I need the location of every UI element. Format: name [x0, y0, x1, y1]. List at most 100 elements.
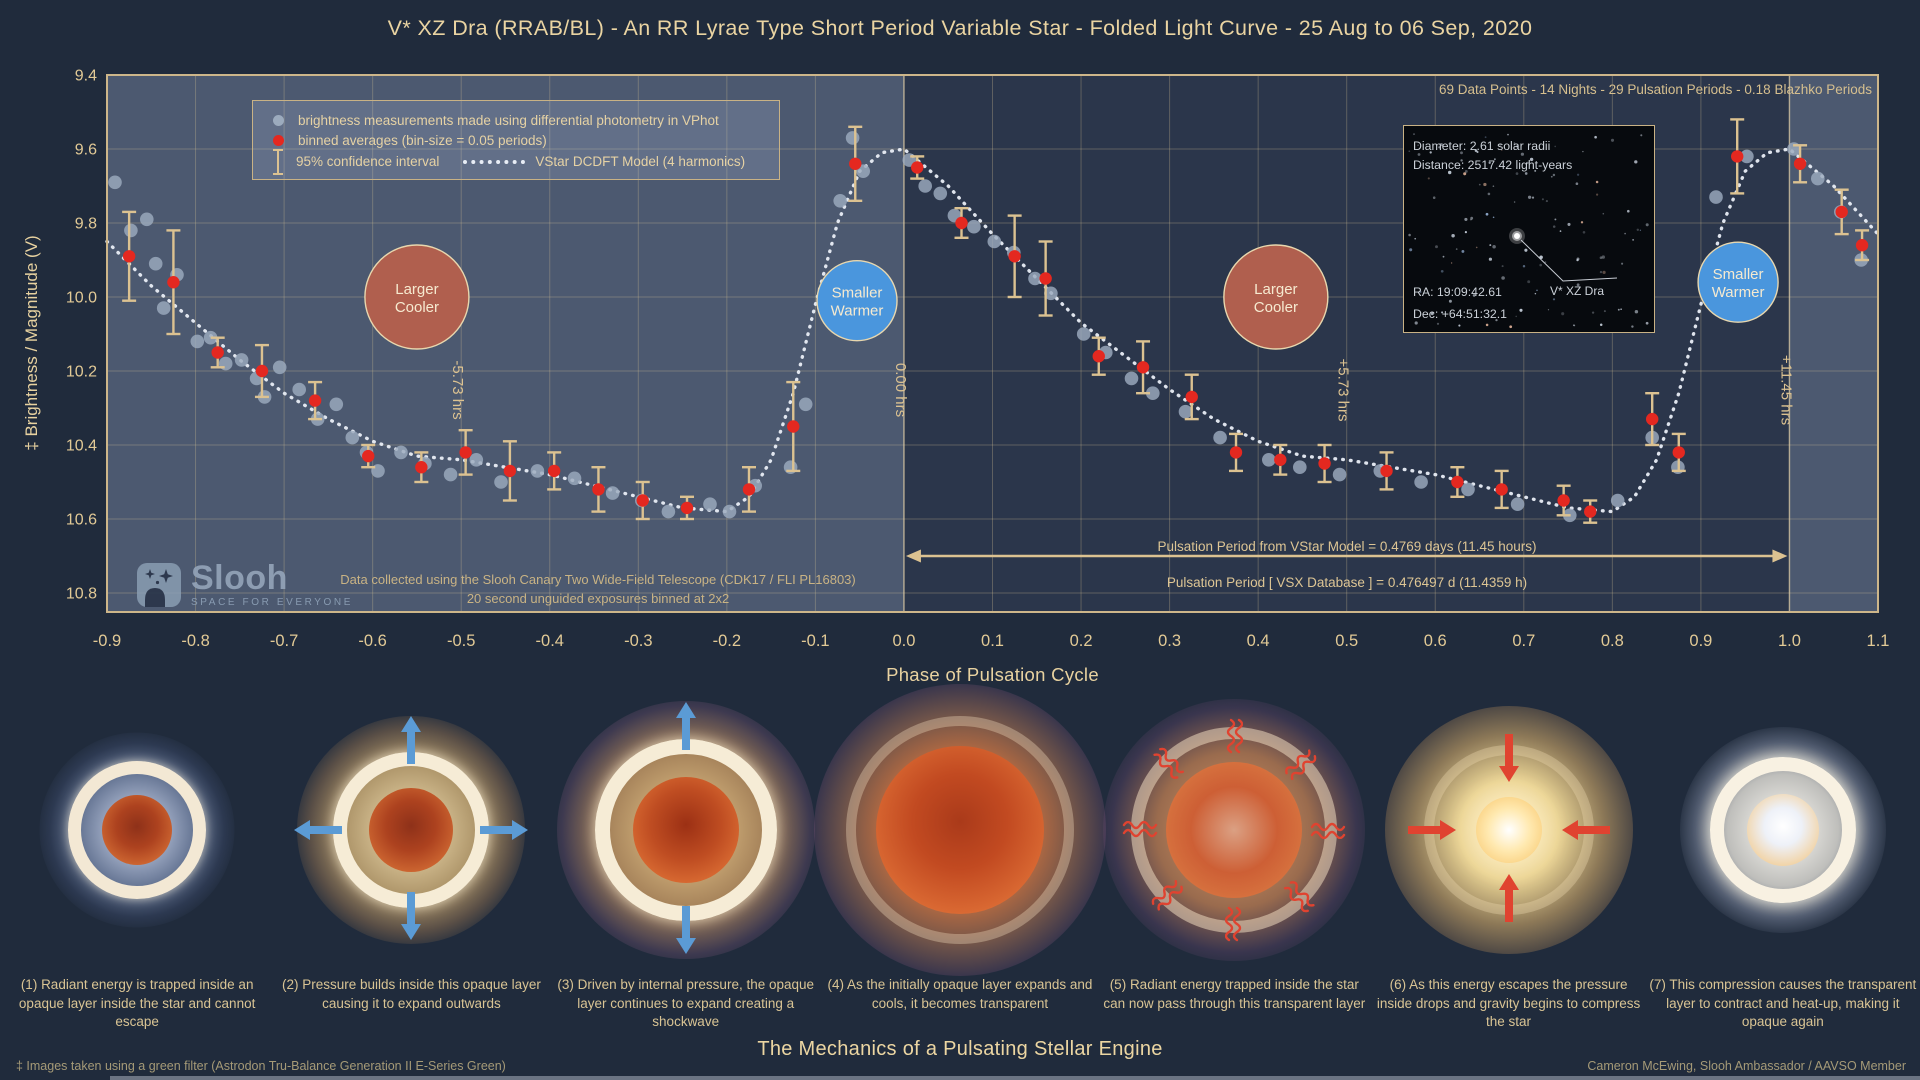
hour-offset-label: -5.73 hrs [449, 360, 466, 419]
hour-offset-label: +5.73 hrs [1335, 359, 1352, 422]
y-tick-label: 10.2 [66, 364, 97, 381]
slooh-wordmark: Slooh SPACE FOR EVERYONE [191, 561, 353, 608]
scatter-point [1461, 482, 1475, 497]
star-speck [1429, 151, 1432, 154]
star-speck [1442, 255, 1445, 258]
pulsation-stage-1: (1) Radiant energy is trapped inside an … [0, 708, 274, 1038]
x-tick-label: 1.1 [1867, 632, 1890, 650]
star-speck [1474, 149, 1478, 152]
star-speck [1617, 308, 1620, 311]
binned-point [167, 276, 180, 289]
x-tick-label: 0.3 [1158, 632, 1181, 650]
star-speck [1489, 244, 1492, 247]
binned-point [1672, 446, 1685, 459]
radiant-energy-squiggle-icon [1225, 906, 1242, 942]
star-speck [1539, 263, 1542, 267]
state-circle-label: Smaller [1713, 266, 1764, 283]
scatter-point [703, 497, 717, 512]
radiant-energy-squiggle-icon [1227, 718, 1244, 754]
star-speck [1513, 201, 1516, 203]
x-tick-label: 0.7 [1512, 632, 1535, 650]
star-illustration-1 [0, 708, 274, 976]
slooh-logo: Slooh SPACE FOR EVERYONE [136, 561, 353, 608]
binned-point [1451, 475, 1464, 489]
star-speck [1552, 173, 1556, 177]
scatter-point [1811, 171, 1825, 186]
pulsation-stage-7: (7) This compression causes the transpar… [1646, 708, 1920, 1038]
telescope-note-line1: Data collected using the Slooh Canary Tw… [340, 572, 856, 587]
phase-highlight-band [107, 75, 904, 612]
pulsation-stage-6: (6) As this energy escapes the pressure … [1371, 706, 1645, 1038]
x-tick-label: 0.9 [1689, 632, 1712, 650]
binned-point [680, 501, 694, 515]
star-speck [1464, 231, 1467, 234]
outward-arrow-icon [401, 716, 422, 764]
light-curve-chart: Larger Cooler Smaller Warmer Larger Cooler Sma… [22, 68, 1890, 686]
inward-arrow-icon [1407, 820, 1456, 840]
star-speck [1488, 161, 1491, 164]
stage-caption-1: (1) Radiant energy is trapped inside an … [18, 977, 256, 1030]
star-speck [1487, 192, 1491, 196]
author-credit: Cameron McEwing, Slooh Ambassador / AAVS… [1587, 1059, 1906, 1073]
star-speck [1634, 309, 1639, 314]
state-circle-label: Warmer [1712, 284, 1765, 301]
star-speck [1627, 209, 1630, 213]
star-speck [1596, 193, 1599, 196]
star-speck [1527, 280, 1531, 284]
inward-arrow-icon [1561, 820, 1610, 840]
binned-point [1731, 150, 1744, 163]
star-speck [1463, 172, 1467, 176]
star-illustration-2 [274, 708, 548, 976]
y-tick-label: 9.8 [75, 216, 97, 233]
star-speck [1639, 229, 1642, 231]
star-speck [1524, 172, 1528, 175]
x-tick-label: 1.0 [1778, 632, 1801, 650]
star-speck [1545, 200, 1548, 203]
binned-point [308, 394, 322, 407]
x-tick-label: 0.0 [892, 632, 915, 650]
binned-point [1793, 157, 1807, 170]
star-speck [1408, 233, 1411, 237]
star-speck [1469, 218, 1472, 221]
star-speck [1450, 262, 1453, 264]
scatter-point [567, 471, 582, 486]
x-tick-label: -0.3 [624, 632, 652, 650]
star-speck [1414, 321, 1418, 325]
scatter-point [394, 445, 408, 460]
binned-point [459, 446, 472, 459]
binned-point [636, 494, 649, 507]
radiant-energy-squiggle-icon [1311, 822, 1346, 839]
star-speck [1494, 158, 1496, 161]
y-tick-label: 10.8 [66, 586, 97, 603]
star-speck [1516, 145, 1519, 148]
confidence-interval-icon [273, 148, 283, 175]
binned-point [1380, 464, 1393, 478]
scatter-point [1028, 271, 1042, 286]
scatter-point [918, 179, 932, 193]
binned-point [1136, 361, 1150, 374]
stage-caption-4: (4) As the initially opaque layer expand… [827, 977, 1093, 1011]
star-speck [1602, 270, 1606, 274]
star-speck [1475, 246, 1478, 249]
radiant-energy-squiggle-icon [1151, 879, 1184, 911]
star-speck [1582, 150, 1584, 153]
star-speck [1419, 290, 1422, 294]
scatter-point [605, 486, 620, 500]
star-illustration-7 [1646, 708, 1920, 976]
star-speck [1483, 182, 1487, 187]
scatter-point [661, 504, 676, 519]
star-speck [1476, 150, 1479, 154]
star-illustration-3 [549, 701, 823, 976]
binned-point [1274, 453, 1287, 466]
state-circle-warmer [816, 260, 898, 342]
star-speck [1439, 143, 1443, 147]
binned-point [1185, 390, 1198, 404]
star-speck [1541, 198, 1544, 201]
binned-point [122, 250, 136, 263]
state-circle-cooler [364, 244, 470, 350]
state-circle-warmer [1697, 241, 1779, 323]
star-speck [1573, 324, 1575, 327]
star-speck [1492, 216, 1495, 219]
hour-offset-label: +11.45 hrs [1777, 355, 1794, 425]
